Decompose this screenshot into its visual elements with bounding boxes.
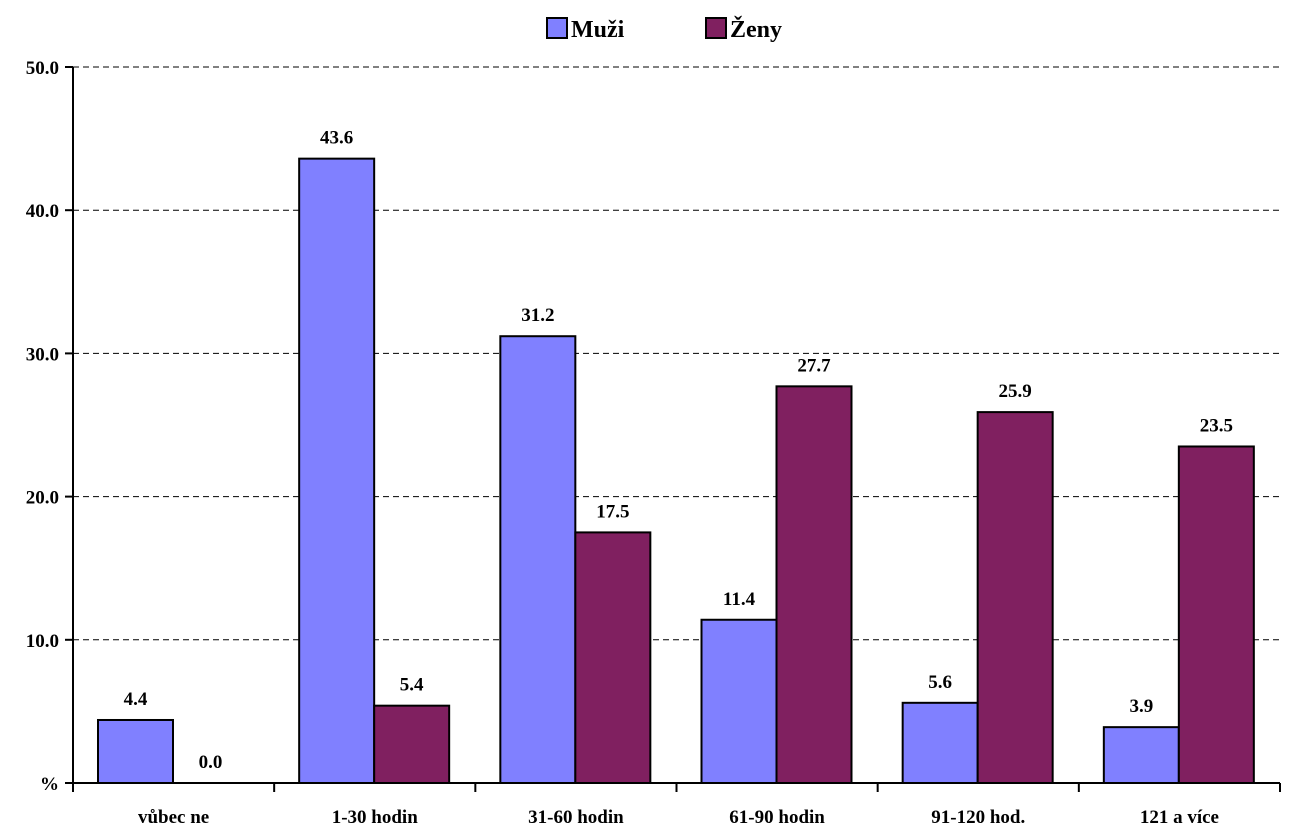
y-tick-label: %	[40, 774, 59, 795]
data-label: 31.2	[521, 305, 554, 326]
data-label: 23.5	[1200, 415, 1233, 436]
data-label: 0.0	[199, 752, 223, 773]
bar-zeny	[976, 411, 1054, 784]
data-labels: 4.4 43.6 31.2 11.4 5.6 3.9 0.0 5.4 17.5 27.7 25.9 2…	[124, 128, 1233, 773]
bar-muzi	[298, 157, 376, 784]
bar-muzi	[499, 335, 577, 784]
legend-swatch	[546, 17, 568, 39]
y-tick-label: 40.0	[26, 201, 59, 222]
bar-muzi	[700, 618, 778, 785]
data-label: 4.4	[124, 689, 148, 710]
x-tick-label: 121 a více	[1140, 807, 1219, 828]
bars	[97, 157, 1255, 785]
bar-muzi	[97, 718, 174, 785]
data-label: 27.7	[797, 355, 831, 376]
x-tick-label: 1-30 hodin	[332, 807, 418, 828]
data-label: 5.4	[400, 675, 424, 696]
legend-label: Muži	[571, 17, 625, 43]
legend-label: Ženy	[730, 16, 782, 43]
y-tick-label: 20.0	[26, 488, 59, 509]
bar-zeny	[775, 385, 853, 784]
bar-zeny	[373, 704, 451, 784]
data-label: 11.4	[723, 589, 756, 610]
data-label: 3.9	[1129, 696, 1153, 717]
axes: % 10.0 20.0 30.0 40.0 50.0 vůbec ne 1-30 hodin 3…	[26, 58, 1281, 828]
data-label: 5.6	[928, 672, 952, 693]
legend: Muži Ženy	[546, 16, 782, 43]
bar-muzi	[901, 701, 979, 784]
data-label: 43.6	[320, 128, 353, 149]
x-tick-label: 91-120 hod.	[931, 807, 1025, 828]
legend-swatch	[705, 17, 727, 39]
x-tick-label: 61-90 hodin	[729, 807, 825, 828]
y-tick-label: 50.0	[26, 58, 59, 79]
bar-muzi	[1102, 726, 1180, 784]
x-tick-label: vůbec ne	[138, 807, 209, 828]
data-label: 25.9	[999, 381, 1032, 402]
bar-zeny	[1177, 445, 1255, 784]
data-label: 17.5	[596, 501, 629, 522]
gridlines	[73, 66, 1280, 641]
y-tick-label: 30.0	[26, 344, 59, 365]
bar-zeny	[574, 531, 652, 785]
y-tick-label: 10.0	[26, 631, 59, 652]
x-tick-label: 31-60 hodin	[528, 807, 624, 828]
